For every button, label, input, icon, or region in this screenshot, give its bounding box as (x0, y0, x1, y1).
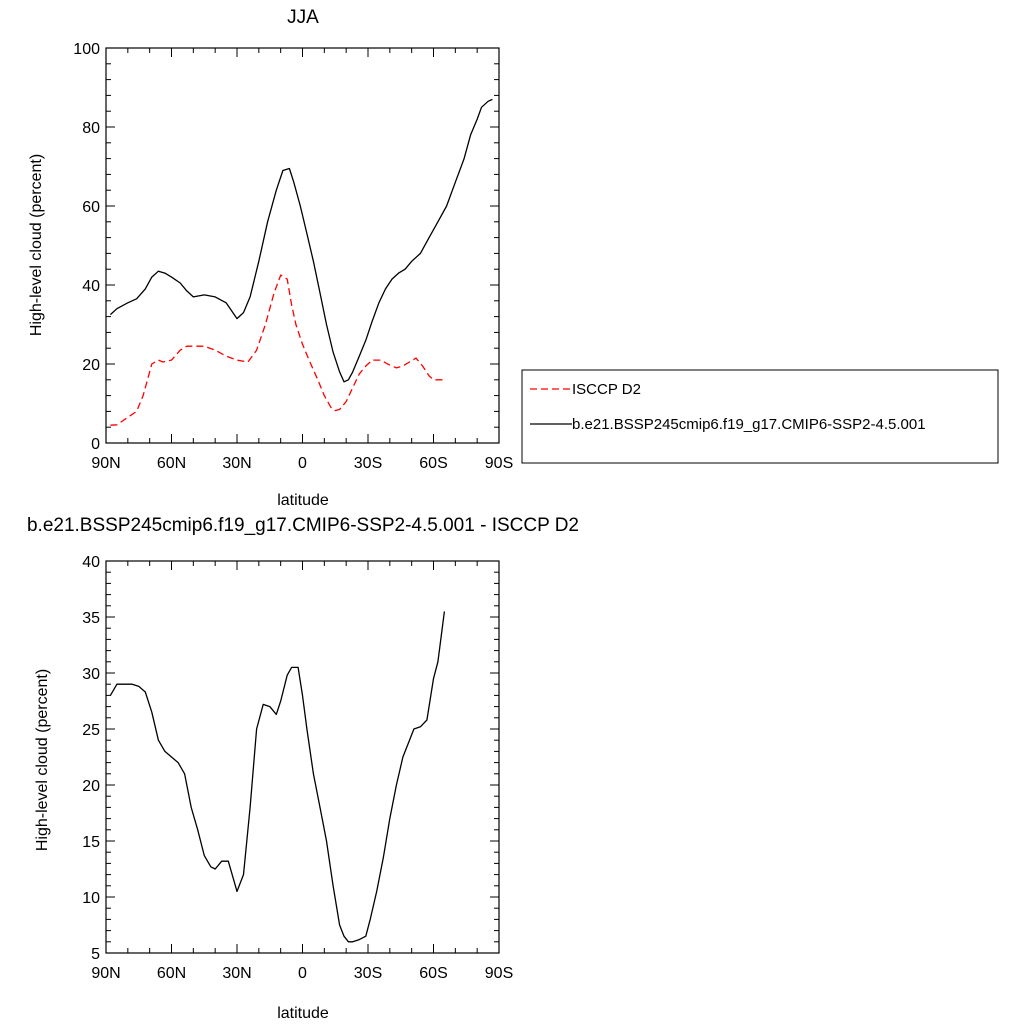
x-tick-label: 90S (485, 455, 513, 472)
y-tick-label: 100 (73, 41, 100, 58)
x-tick-label: 90N (91, 965, 120, 982)
series-layer-top (109, 98, 493, 426)
legend-box (521, 369, 999, 464)
y-tick-label: 30 (82, 666, 100, 683)
y-tick-label: 20 (82, 357, 100, 374)
plot-frame-top (105, 47, 500, 444)
series-line-difference (109, 611, 446, 943)
x-tick-label: 0 (298, 455, 307, 472)
y-tick-label: 40 (82, 278, 100, 295)
y-axis-label-bottom: High-level cloud (percent) (34, 669, 51, 851)
series-line-model (109, 98, 493, 383)
x-axis-top: 90N 60N 30N 0 30S 60S 90S (91, 48, 513, 472)
y-tick-label: 5 (91, 946, 100, 963)
x-tick-label: 30S (354, 965, 382, 982)
series-line-isccp-d2 (110, 274, 445, 426)
legend: ISCCP D2 b.e21.BSSP245cmip6.f19_g17.CMIP… (521, 369, 999, 464)
y-tick-label: 20 (82, 778, 100, 795)
x-tick-label: 60S (419, 965, 447, 982)
x-tick-label: 0 (298, 965, 307, 982)
x-axis-label-bottom: latitude (277, 1005, 329, 1022)
panel-top: JJA 0 20 40 60 80 100 90N 60N 30N 0 30S 60S 90S lat… (28, 7, 513, 509)
y-tick-label: 80 (82, 120, 100, 137)
y-tick-label: 10 (82, 890, 100, 907)
x-tick-label: 30N (222, 965, 251, 982)
y-tick-label: 35 (82, 610, 100, 627)
plot-frame-bottom (105, 560, 500, 954)
chart-title-top: JJA (287, 7, 319, 28)
y-tick-label: 60 (82, 199, 100, 216)
y-axis-label-top: High-level cloud (percent) (28, 154, 45, 336)
y-tick-label: 40 (82, 554, 100, 571)
plot-border (105, 560, 500, 954)
x-tick-label: 60S (419, 455, 447, 472)
plot-border (105, 47, 500, 444)
x-axis-label-top: latitude (277, 492, 329, 509)
legend-label-model: b.e21.BSSP245cmip6.f19_g17.CMIP6-SSP2-4.… (572, 416, 926, 433)
y-tick-label: 25 (82, 722, 100, 739)
y-tick-label: 0 (91, 436, 100, 453)
x-tick-label: 90S (485, 965, 513, 982)
x-tick-label: 30N (222, 455, 251, 472)
series-layer-bottom (109, 611, 446, 943)
chart-title-bottom: b.e21.BSSP245cmip6.f19_g17.CMIP6-SSP2-4.… (27, 515, 579, 536)
x-axis-bottom: 90N 60N 30N 0 30S 60S 90S (91, 561, 513, 982)
legend-label-isccp: ISCCP D2 (572, 381, 641, 398)
y-axis-top: 0 20 40 60 80 100 (73, 41, 499, 453)
panel-bottom: b.e21.BSSP245cmip6.f19_g17.CMIP6-SSP2-4.… (27, 515, 579, 1022)
y-tick-label: 15 (82, 834, 100, 851)
x-tick-label: 60N (157, 455, 186, 472)
x-tick-label: 60N (157, 965, 186, 982)
x-tick-label: 30S (354, 455, 382, 472)
y-axis-bottom: 5 10 15 20 25 30 35 40 (82, 554, 499, 963)
x-tick-label: 90N (91, 455, 120, 472)
